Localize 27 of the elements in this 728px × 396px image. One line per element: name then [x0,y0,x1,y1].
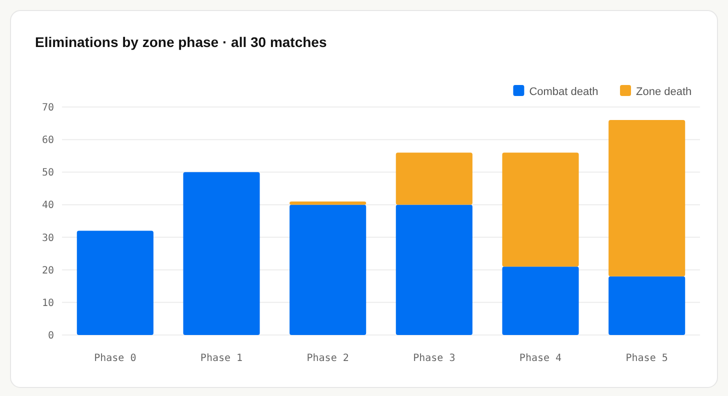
x-tick-label: Phase 2 [306,353,349,364]
bar [608,276,686,335]
y-tick-label: 30 [42,232,54,244]
y-tick-label: 70 [42,102,54,114]
bar [396,152,472,205]
bar [290,204,366,335]
x-tick-label: Phase 1 [200,353,243,364]
y-tick-label: 60 [42,135,54,146]
legend-label: Combat death [529,86,598,98]
bar [76,230,154,335]
bar [502,152,579,267]
x-tick-label: Phase 3 [413,353,456,364]
bar [502,266,579,335]
bar [183,172,260,335]
y-tick-label: 40 [42,200,54,212]
chart-title: Eliminations by zone phase · all 30 matches [35,34,327,50]
y-tick-label: 20 [42,265,54,276]
x-tick-label: Phase 0 [94,353,136,364]
y-tick-label: 0 [48,330,54,342]
x-tick-label: Phase 4 [519,353,562,364]
bar [396,204,472,335]
y-tick-label: 10 [42,298,54,309]
bar [290,201,366,205]
y-tick-label: 50 [42,168,54,179]
x-tick-label: Phase 5 [626,353,668,364]
legend-label: Zone death [636,86,692,98]
bar [608,120,686,276]
